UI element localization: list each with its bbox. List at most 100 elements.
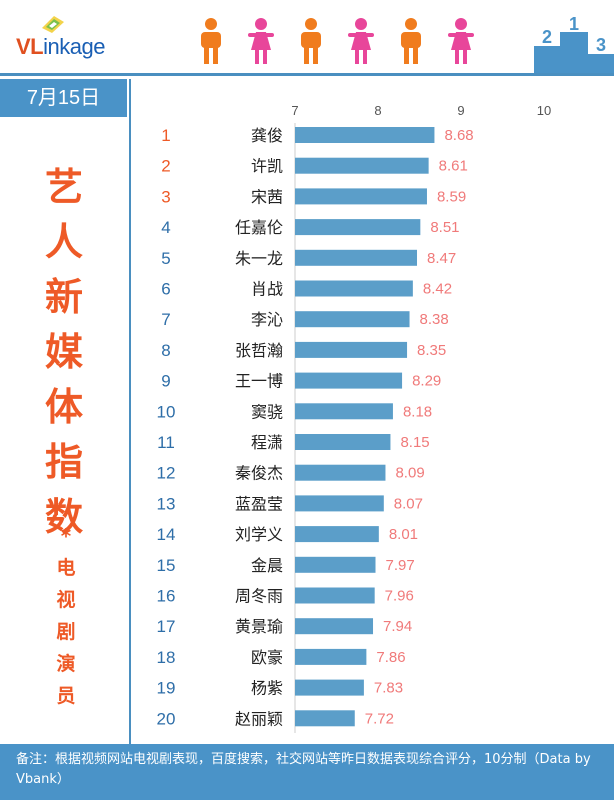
score-bar xyxy=(295,618,374,635)
rank-number: 5 xyxy=(161,249,170,268)
score-bar xyxy=(295,526,379,543)
subtitle-char: 演 xyxy=(56,653,76,675)
person-female-icon xyxy=(348,18,374,64)
artist-name-label: 黄景瑜 xyxy=(235,617,283,636)
x-tick-label: 8 xyxy=(374,103,381,118)
rank-number: 17 xyxy=(157,617,176,636)
rank-number: 10 xyxy=(157,402,176,421)
score-value-label: 8.42 xyxy=(423,281,452,298)
footer-note: 备注：根据视频网站电视剧表现，百度搜索，社交网站等昨日数据表现综合评分，10分制… xyxy=(0,744,614,800)
score-value-label: 8.38 xyxy=(420,311,449,328)
score-value-label: 8.61 xyxy=(439,158,468,175)
score-bar xyxy=(295,556,376,573)
logo-rest: inkage xyxy=(43,34,105,59)
artist-name-label: 许凯 xyxy=(251,157,283,176)
rank-number: 18 xyxy=(157,648,176,667)
score-bar xyxy=(295,587,375,604)
rank-number: 16 xyxy=(157,587,176,606)
artist-name-label: 张哲瀚 xyxy=(235,341,283,360)
rank-number: 9 xyxy=(161,372,170,391)
podium-number-3: 3 xyxy=(596,35,606,55)
score-value-label: 8.15 xyxy=(400,434,429,451)
score-value-label: 7.97 xyxy=(386,557,415,574)
score-value-label: 8.47 xyxy=(427,250,456,267)
title-char: 新 xyxy=(44,275,83,319)
logo-prefix: VL xyxy=(16,34,44,59)
score-bar xyxy=(295,495,384,512)
score-bar xyxy=(295,219,421,236)
score-value-label: 7.83 xyxy=(374,680,403,697)
page-subtitle: 电 视 剧 演 员 xyxy=(46,552,86,712)
artist-name-label: 金晨 xyxy=(251,556,283,575)
person-female-icon xyxy=(448,18,474,64)
subtitle-char: 视 xyxy=(56,589,76,611)
rank-number: 11 xyxy=(157,433,175,452)
rank-number: 3 xyxy=(161,187,170,206)
rank-number: 19 xyxy=(157,679,176,698)
title-asterisk: * xyxy=(60,524,72,548)
podium-icon: 2 1 3 xyxy=(534,16,614,74)
artist-name-label: 程潇 xyxy=(251,433,283,452)
score-bar xyxy=(295,372,403,389)
artist-name-label: 秦俊杰 xyxy=(235,464,283,483)
rank-number: 14 xyxy=(157,525,176,544)
score-value-label: 8.68 xyxy=(444,127,473,144)
artist-name-label: 王一博 xyxy=(235,372,283,391)
subtitle-char: 员 xyxy=(56,685,76,707)
vlinkage-logo[interactable]: VLinkage xyxy=(16,34,105,60)
header: VLinkage 2 1 3 xyxy=(0,0,614,74)
score-bar xyxy=(295,127,435,143)
artist-name-label: 蓝盈莹 xyxy=(235,494,283,513)
score-bar xyxy=(295,341,408,358)
artist-name-label: 宋茜 xyxy=(251,187,283,206)
title-char: 体 xyxy=(44,385,83,429)
score-bar xyxy=(295,311,410,328)
people-icons xyxy=(201,18,474,64)
logo-mark-icon xyxy=(42,16,64,33)
person-female-icon xyxy=(248,18,274,64)
person-male-icon xyxy=(201,18,221,64)
artist-name-label: 欧豪 xyxy=(251,648,283,667)
x-tick-label: 9 xyxy=(457,103,464,118)
x-tick-label: 7 xyxy=(291,103,298,118)
artist-name-label: 李沁 xyxy=(251,310,283,329)
rank-number: 12 xyxy=(157,464,176,483)
score-value-label: 8.18 xyxy=(403,403,432,420)
page-title: 艺 人 新 媒 体 指 数 xyxy=(14,160,114,545)
score-value-label: 8.59 xyxy=(437,188,466,205)
title-char: 数 xyxy=(44,495,83,539)
score-value-label: 8.51 xyxy=(430,219,459,236)
artist-name-label: 朱一龙 xyxy=(235,249,283,268)
artist-name-label: 周冬雨 xyxy=(235,587,283,606)
score-bar xyxy=(295,280,413,297)
rank-number: 8 xyxy=(161,341,170,360)
score-bar xyxy=(295,188,427,205)
score-value-label: 8.07 xyxy=(394,495,423,512)
rank-number: 4 xyxy=(161,218,170,237)
artist-name-label: 赵丽颖 xyxy=(235,709,283,728)
rank-number: 1 xyxy=(161,126,170,145)
score-value-label: 7.86 xyxy=(376,649,405,666)
score-value-label: 7.94 xyxy=(383,618,412,635)
date-badge: 7月15日 xyxy=(0,79,127,117)
podium-number-1: 1 xyxy=(569,16,579,34)
score-bar xyxy=(295,157,429,174)
score-bar xyxy=(295,648,367,665)
rank-number: 13 xyxy=(157,494,176,513)
artist-name-label: 窦骁 xyxy=(251,402,283,421)
score-value-label: 7.96 xyxy=(385,588,414,605)
score-bar xyxy=(295,403,393,420)
score-bar xyxy=(295,679,364,696)
score-bar xyxy=(295,434,391,450)
score-value-label: 8.09 xyxy=(395,465,424,482)
ranking-bar-chart: 7 8 9 10 1 龚俊 8.68 2 许凯 8.61 3 宋茜 8.59 4 任嘉伦 8.51 5 朱一龙 8.… xyxy=(157,103,551,733)
title-char: 媒 xyxy=(44,330,83,374)
artist-name-label: 杨紫 xyxy=(251,679,283,698)
subtitle-char: 电 xyxy=(56,557,76,579)
x-tick-label: 10 xyxy=(537,103,551,118)
rank-number: 2 xyxy=(161,157,170,176)
header-divider xyxy=(0,73,614,76)
score-bar xyxy=(295,249,418,266)
person-male-icon xyxy=(401,18,421,64)
person-male-icon xyxy=(301,18,321,64)
